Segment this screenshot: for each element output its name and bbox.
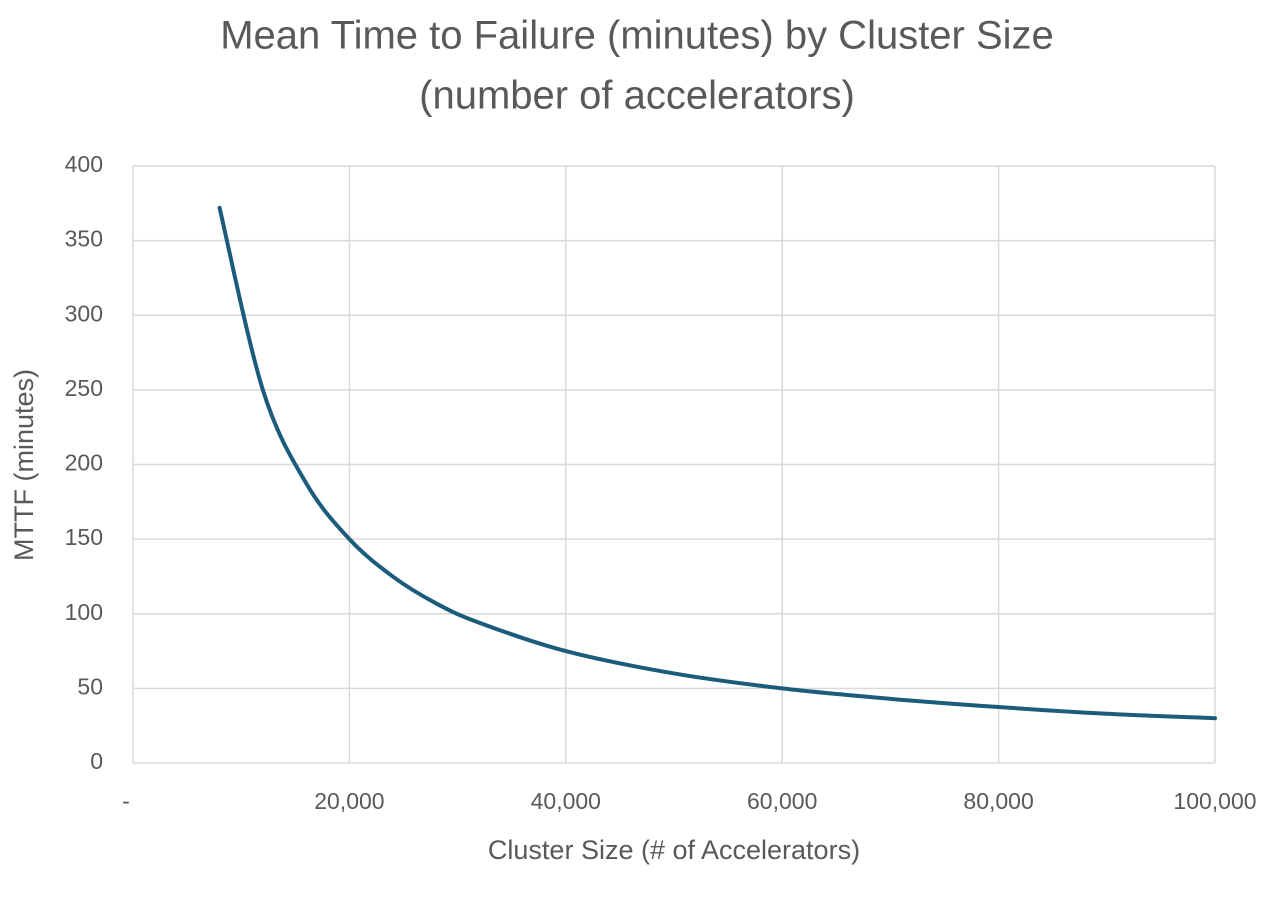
y-tick-label: 300 [65, 300, 103, 326]
y-axis-title: MTTF (minutes) [9, 369, 39, 561]
x-tick-label: 60,000 [747, 788, 817, 814]
x-tick-label: - [122, 788, 130, 814]
chart-title: Mean Time to Failure (minutes) by Cluste… [220, 14, 1054, 58]
x-tick-label: 100,000 [1173, 788, 1256, 814]
data-line [217, 205, 1217, 721]
x-tick-label: 80,000 [963, 788, 1033, 814]
y-tick-label: 200 [65, 450, 103, 476]
y-tick-label: 100 [65, 599, 103, 625]
y-tick-label: 0 [90, 748, 103, 774]
y-tick-label: 50 [77, 673, 103, 699]
chart-title: (number of accelerators) [419, 74, 855, 118]
y-tick-label: 400 [65, 151, 103, 177]
y-tick-label: 150 [65, 524, 103, 550]
x-tick-label: 20,000 [314, 788, 384, 814]
y-tick-label: 350 [65, 226, 103, 252]
x-tick-label: 40,000 [531, 788, 601, 814]
x-axis-title: Cluster Size (# of Accelerators) [488, 835, 860, 865]
y-tick-label: 250 [65, 375, 103, 401]
